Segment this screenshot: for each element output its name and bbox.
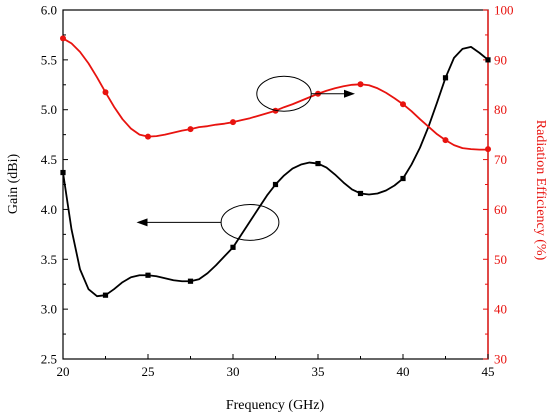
y-axis-right-ticks: 30 40 50 60 70 80 90 100 (483, 3, 514, 367)
x-tick-label: 45 (482, 364, 495, 379)
series-1-point (400, 175, 406, 182)
series-2-line (62, 37, 488, 151)
series-1-point (230, 244, 236, 250)
x-axis-title: Frequency (GHz) (226, 398, 325, 413)
series-1-point (272, 181, 279, 188)
series-markers (60, 35, 491, 298)
y-left-tick-label: 3.0 (41, 302, 57, 317)
y-right-tick-label: 90 (494, 52, 507, 67)
x-tick-label: 40 (397, 364, 410, 379)
x-tick-label: 20 (57, 364, 70, 379)
series-1-point (357, 190, 364, 197)
y-left-tick-label: 5.0 (41, 102, 57, 117)
y-left-tick-label: 2.5 (41, 352, 57, 367)
y-axis-right-title: Radiation Efficiency (%) (533, 120, 548, 261)
annotation-ellipse-1 (256, 75, 312, 112)
series-1-point (145, 272, 151, 278)
y-right-tick-label: 30 (494, 352, 507, 367)
annotation-arrow-head-1 (344, 89, 355, 98)
series-1-point (187, 278, 194, 284)
series-2-point (442, 137, 449, 144)
y-right-tick-label: 40 (494, 302, 507, 317)
y-right-tick-label: 50 (494, 252, 507, 267)
series-2-point (400, 101, 406, 108)
y-left-tick-label: 6.0 (41, 3, 57, 18)
annotation-arrow-head-2 (136, 218, 148, 227)
series-2-point (357, 81, 364, 88)
series-1-point (442, 75, 449, 81)
y-axis-left-ticks: 2.5 3.0 3.5 4.0 4.5 5.0 5.5 6.0 (41, 3, 68, 367)
annotations (136, 75, 355, 241)
x-tick-label: 25 (142, 364, 155, 379)
series-2-point (485, 146, 491, 153)
y-right-tick-label: 100 (494, 3, 514, 18)
y-left-tick-label: 3.5 (41, 252, 57, 267)
series-2-point (145, 133, 151, 140)
series-1-line (62, 45, 489, 298)
y-left-tick-label: 4.5 (41, 152, 57, 167)
series-2-point (187, 126, 194, 133)
series-2-point (60, 35, 66, 42)
x-tick-label: 30 (227, 364, 240, 379)
x-axis-ticks: 20 25 30 35 40 45 (57, 354, 495, 379)
y-right-tick-label: 80 (494, 102, 507, 117)
x-tick-label: 35 (312, 364, 325, 379)
y-axis-left-title: Gain (dBi) (6, 154, 21, 215)
series-1-point (102, 292, 109, 298)
y-left-tick-label: 5.5 (41, 52, 57, 67)
series-1-point (485, 57, 491, 63)
y-right-tick-label: 70 (494, 152, 507, 167)
series-2-point (230, 119, 236, 126)
series-2-point (102, 89, 109, 96)
y-left-tick-label: 4.0 (41, 202, 57, 217)
series-1-point (315, 160, 321, 167)
y-right-tick-label: 60 (494, 202, 507, 217)
series-1-point (60, 169, 66, 176)
